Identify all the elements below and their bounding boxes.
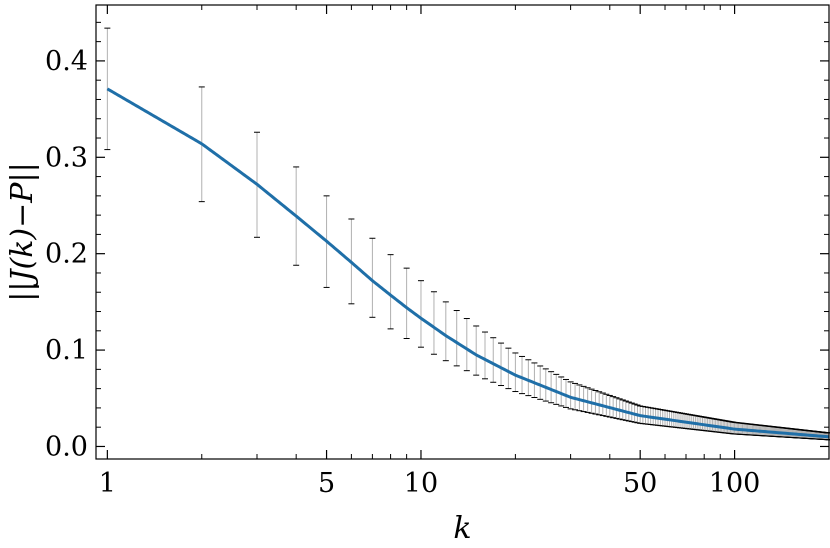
x-tick-label: 5 <box>318 468 335 499</box>
x-tick-label: 1 <box>99 468 116 499</box>
x-axis-label: k <box>453 511 471 546</box>
y-tick-label: 0.2 <box>45 239 88 270</box>
y-tick-label: 0.4 <box>45 46 88 77</box>
y-tick-label: 0.0 <box>45 431 88 462</box>
y-axis-label: ||J(k)−P|| <box>5 162 40 301</box>
y-tick-label: 0.1 <box>45 335 88 366</box>
y-tick-label: 0.3 <box>45 142 88 173</box>
error-bars <box>104 27 830 441</box>
x-tick-label: 50 <box>623 468 657 499</box>
x-tick-labels: 1 5 10 50 100 <box>99 468 761 499</box>
axis-ticks <box>96 5 830 459</box>
x-tick-label: 100 <box>709 468 761 499</box>
y-tick-labels: 0.0 0.1 0.2 0.3 0.4 <box>45 46 88 463</box>
series-line <box>106 87 830 439</box>
plot-frame <box>95 4 830 460</box>
x-tick-label: 10 <box>404 468 438 499</box>
